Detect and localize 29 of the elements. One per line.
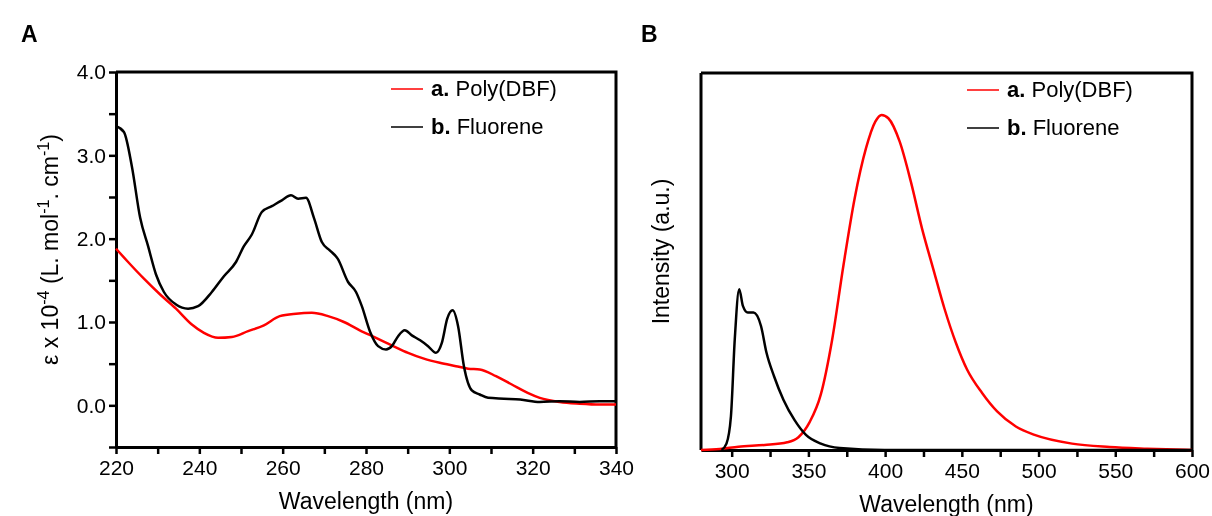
y-axis-title: Intensity (a.u.) bbox=[648, 178, 674, 325]
x-tick-label: 220 bbox=[98, 455, 135, 479]
chart-title: A bbox=[21, 21, 38, 47]
x-axis-title: Wavelength (nm) bbox=[859, 491, 1034, 516]
x-tick-label: 280 bbox=[348, 455, 385, 479]
x-axis-title: Wavelength (nm) bbox=[278, 488, 454, 514]
y-tick-label: 4.0 bbox=[76, 60, 106, 84]
x-tick-label: 450 bbox=[944, 458, 980, 482]
chart-title: B bbox=[641, 21, 658, 47]
y-tick-label: 2.0 bbox=[76, 226, 106, 250]
x-tick-label: 300 bbox=[432, 455, 468, 479]
x-tick-label: 320 bbox=[515, 455, 551, 479]
x-tick-label: 400 bbox=[868, 458, 904, 482]
legend-label: b. Fluorene bbox=[1007, 115, 1120, 140]
x-tick-label: 260 bbox=[265, 455, 301, 479]
y-tick-label: 0.0 bbox=[76, 393, 106, 417]
legend-label: b. Fluorene bbox=[431, 114, 544, 139]
x-tick-label: 550 bbox=[1098, 458, 1134, 482]
line-series bbox=[114, 247, 618, 406]
legend-label: a. Poly(DBF) bbox=[431, 76, 557, 101]
x-tick-label: 600 bbox=[1174, 458, 1211, 482]
x-tick-label: 300 bbox=[714, 458, 750, 482]
x-tick-label: 350 bbox=[791, 458, 827, 482]
x-tick-label: 340 bbox=[598, 455, 635, 479]
y-tick-label: 3.0 bbox=[76, 143, 106, 167]
x-tick-label: 240 bbox=[182, 455, 218, 479]
x-tick-label: 500 bbox=[1021, 458, 1057, 482]
legend-label: a. Poly(DBF) bbox=[1007, 77, 1133, 102]
y-tick-label: 1.0 bbox=[76, 310, 106, 334]
